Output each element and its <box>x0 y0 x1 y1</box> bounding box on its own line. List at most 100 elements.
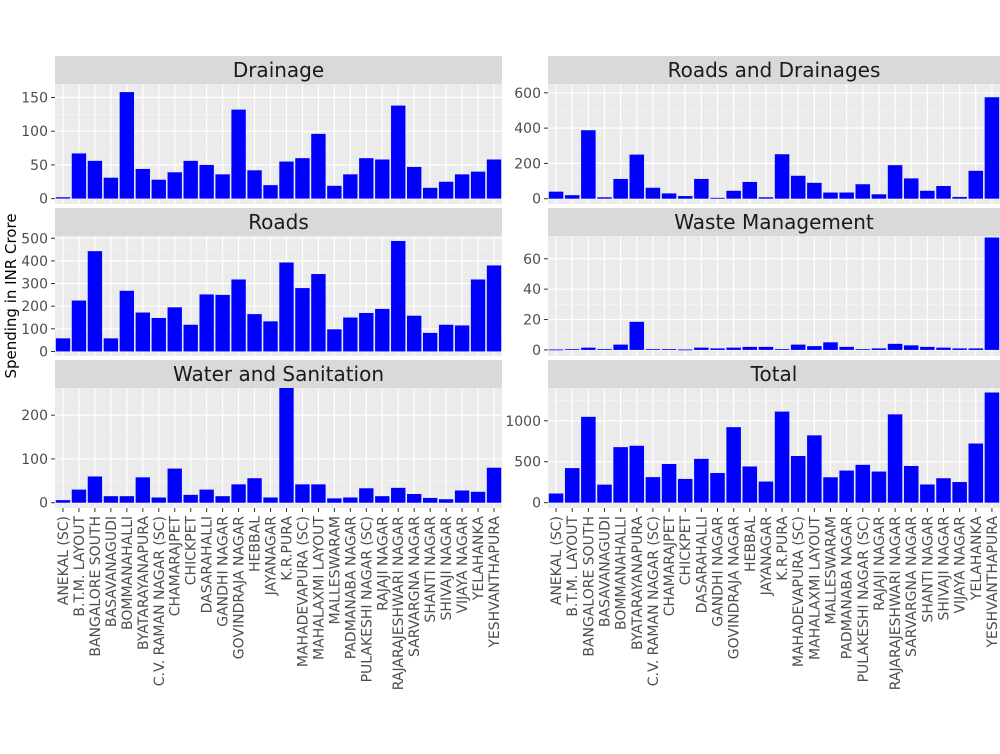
y-tick-label: 400 <box>21 254 48 270</box>
bar-gandhi-nagar <box>710 197 725 199</box>
bar-shanti-nagar <box>422 187 438 199</box>
bar-b-t-m-layout <box>71 489 87 503</box>
bar-byatarayanapura <box>135 312 150 352</box>
x-tick-label: GOVINDRAJA NAGAR <box>232 516 248 659</box>
bar-mahadevapura-sc- <box>790 455 806 503</box>
bar-gandhi-nagar <box>710 473 725 503</box>
x-tick-label: HEBBAL <box>743 516 759 572</box>
bar-anekal-sc- <box>55 500 71 503</box>
bar-yeshvanthapura <box>486 265 502 352</box>
bar-byatarayanapura <box>135 168 150 199</box>
bar-basavanagudi <box>103 177 119 199</box>
y-tick-label: 400 <box>514 121 541 137</box>
bar-rajaji-nagar <box>871 194 887 199</box>
bar-c-v-raman-nagar-sc- <box>151 179 166 199</box>
bar-mahadevapura-sc- <box>295 158 310 199</box>
bar-chickpet <box>183 324 198 352</box>
bar-shivaji-nagar <box>936 347 951 350</box>
bar-bangalore-south <box>87 476 103 503</box>
bar-padmanaba-nagar <box>343 497 358 503</box>
x-tick-label: VIJAYA NAGAR <box>953 516 969 614</box>
x-tick-label: YESHVANTHAPURA <box>985 516 1000 649</box>
bar-yeshvanthapura <box>486 159 502 199</box>
bar-yelahanka <box>968 348 984 350</box>
bar-sarvargna-nagar <box>407 315 422 352</box>
bar-govindraja-nagar <box>231 279 246 352</box>
bar-jayanagar <box>758 481 774 503</box>
x-tick-label: K.R.PURA <box>279 516 295 581</box>
bar-shanti-nagar <box>920 484 935 503</box>
bar-shanti-nagar <box>422 332 438 352</box>
facet-title: Roads <box>248 210 309 234</box>
y-tick-label: 100 <box>21 124 48 140</box>
bar-pulakeshi-nagar-sc- <box>359 158 374 199</box>
y-tick-label: 0 <box>532 192 541 208</box>
bar-pulakeshi-nagar-sc- <box>855 349 871 350</box>
bar-govindraja-nagar <box>231 484 246 503</box>
x-tick-label: DASARAHALLI <box>200 516 216 613</box>
x-tick-label: BOMMANAHALLI <box>614 516 630 630</box>
bar-shivaji-nagar <box>438 499 454 503</box>
bar-rajarajeshwari-nagar <box>887 165 903 199</box>
bar-sarvargna-nagar <box>407 493 422 503</box>
bar-malleswaram <box>327 185 342 199</box>
bar-mahadevapura-sc- <box>295 288 310 352</box>
facet-panel: Total 0 500 1000 <box>505 360 1000 512</box>
bar-mahalaxmi-layout <box>807 435 822 503</box>
bar-vijaya-nagar <box>952 196 967 199</box>
bar-chamarajpet <box>167 468 182 503</box>
bar-dasarahalli <box>694 178 709 199</box>
bar-malleswaram <box>823 192 838 199</box>
y-tick-label: 100 <box>21 322 48 338</box>
bar-rajaji-nagar <box>871 348 887 350</box>
bar-b-t-m-layout <box>71 300 87 352</box>
x-tick-label: C.V. RAMAN NAGAR (SC) <box>646 516 662 686</box>
bar-jayanagar <box>263 185 278 199</box>
bar-chamarajpet <box>661 349 677 350</box>
bar-vijaya-nagar <box>454 325 470 352</box>
facet-strip <box>548 208 1000 236</box>
y-tick-label: 1000 <box>505 414 541 430</box>
x-tick-label: JAYANAGAR <box>759 516 775 597</box>
x-tick-label: SHIVAJI NAGAR <box>937 516 953 621</box>
x-tick-label: ANEKAL (SC) <box>56 516 72 605</box>
x-tick-label: BASAVANAGUDI <box>104 516 120 627</box>
x-tick-label: SHANTI NAGAR <box>423 516 439 623</box>
bar-anekal-sc- <box>548 191 564 199</box>
bar-hebbal <box>742 346 758 350</box>
facet-strip <box>55 56 502 84</box>
bar-basavanagudi <box>103 338 119 352</box>
bar-dasarahalli <box>199 294 214 352</box>
bar-govindraja-nagar <box>726 190 741 199</box>
bar-bommanahalli <box>119 92 135 199</box>
bar-pulakeshi-nagar-sc- <box>359 488 374 503</box>
y-tick-label: 0 <box>532 343 541 359</box>
bar-sarvargna-nagar <box>903 345 919 350</box>
facet-title: Drainage <box>233 58 324 82</box>
x-tick-label: VIJAYA NAGAR <box>455 516 471 614</box>
x-tick-label: B.T.M. LAYOUT <box>565 516 581 617</box>
bar-anekal-sc- <box>55 338 71 352</box>
x-tick-label: BANGALORE SOUTH <box>581 516 597 657</box>
x-tick-label: SHIVAJI NAGAR <box>439 516 455 621</box>
bar-padmanaba-nagar <box>839 346 854 350</box>
facet-title: Water and Sanitation <box>173 362 384 386</box>
bar-byatarayanapura <box>629 321 645 350</box>
bar-malleswaram <box>327 498 342 503</box>
bar-pulakeshi-nagar-sc- <box>855 184 871 199</box>
x-tick-label: GOVINDRAJA NAGAR <box>727 516 743 659</box>
bar-mahalaxmi-layout <box>311 133 326 199</box>
bar-byatarayanapura <box>629 445 645 503</box>
bar-byatarayanapura <box>135 477 150 503</box>
bar-k-r-pura <box>774 411 790 503</box>
y-tick-label: 200 <box>514 156 541 172</box>
y-tick-label: 500 <box>514 455 541 471</box>
bar-yeshvanthapura <box>984 392 1000 503</box>
bar-shivaji-nagar <box>438 324 454 352</box>
x-axis: ANEKAL (SC) B.T.M. LAYOUT BANGALORE SOUTH B… <box>56 508 503 690</box>
bar-bangalore-south <box>581 130 596 199</box>
y-tick-label: 0 <box>39 496 48 512</box>
y-tick-label: 0 <box>39 192 48 208</box>
bar-jayanagar <box>263 497 278 503</box>
